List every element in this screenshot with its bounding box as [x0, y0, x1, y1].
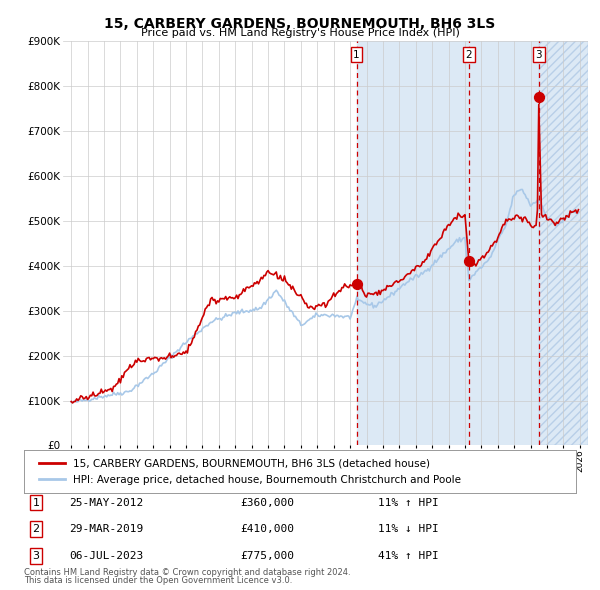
Text: 1: 1 — [353, 50, 360, 60]
Text: 3: 3 — [536, 50, 542, 60]
Text: 11% ↓ HPI: 11% ↓ HPI — [378, 525, 439, 534]
Bar — [539, 41, 588, 445]
Text: Contains HM Land Registry data © Crown copyright and database right 2024.: Contains HM Land Registry data © Crown c… — [24, 568, 350, 577]
Point — [534, 93, 544, 102]
Text: 41% ↑ HPI: 41% ↑ HPI — [378, 551, 439, 560]
Point — [464, 257, 473, 266]
Text: 25-MAY-2012: 25-MAY-2012 — [69, 498, 143, 507]
Text: 11% ↑ HPI: 11% ↑ HPI — [378, 498, 439, 507]
Text: £775,000: £775,000 — [240, 551, 294, 560]
Text: 2: 2 — [466, 50, 472, 60]
Text: Price paid vs. HM Land Registry's House Price Index (HPI): Price paid vs. HM Land Registry's House … — [140, 28, 460, 38]
Legend: 15, CARBERY GARDENS, BOURNEMOUTH, BH6 3LS (detached house), HPI: Average price, : 15, CARBERY GARDENS, BOURNEMOUTH, BH6 3L… — [35, 454, 466, 489]
Text: £360,000: £360,000 — [240, 498, 294, 507]
Point — [352, 279, 361, 289]
Text: This data is licensed under the Open Government Licence v3.0.: This data is licensed under the Open Gov… — [24, 576, 292, 585]
Text: 3: 3 — [32, 551, 40, 560]
Text: 15, CARBERY GARDENS, BOURNEMOUTH, BH6 3LS: 15, CARBERY GARDENS, BOURNEMOUTH, BH6 3L… — [104, 17, 496, 31]
Bar — [356, 41, 539, 445]
Text: £410,000: £410,000 — [240, 525, 294, 534]
Text: 1: 1 — [32, 498, 40, 507]
Bar — [539, 41, 588, 445]
Text: 29-MAR-2019: 29-MAR-2019 — [69, 525, 143, 534]
Text: 2: 2 — [32, 525, 40, 534]
Text: 06-JUL-2023: 06-JUL-2023 — [69, 551, 143, 560]
